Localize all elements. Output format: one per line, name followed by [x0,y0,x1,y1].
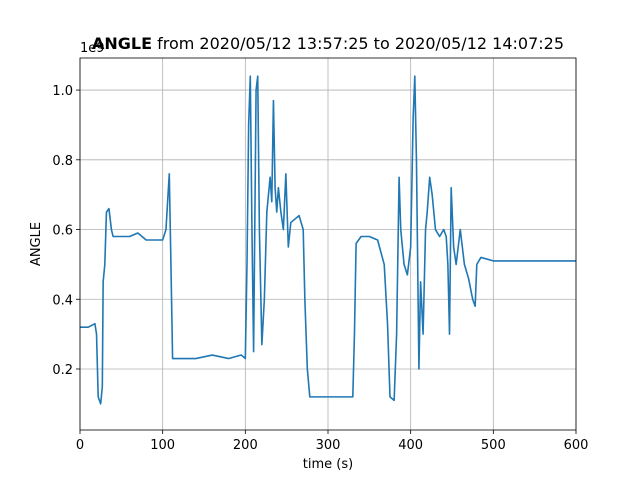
x-tick-label: 0 [76,438,84,453]
data-line [80,75,576,405]
y-axis-label: ANGLE [29,222,44,266]
y-tick-label: 0.8 [52,154,73,169]
y-tick-label: 1.0 [52,84,73,99]
x-tick-label: 100 [150,438,175,453]
y-tick-label: 0.2 [52,363,73,378]
axes-frame [79,57,577,431]
title-bold: ANGLE [92,34,152,53]
x-tick-label: 200 [233,438,258,453]
x-tick-label: 600 [564,438,589,453]
x-tick-label: 400 [398,438,423,453]
title-rest: from 2020/05/12 13:57:25 to 2020/05/12 1… [157,34,564,53]
x-axis-label: time (s) [303,457,353,472]
x-tick-label: 300 [316,438,341,453]
y-tick-label: 0.6 [52,224,73,239]
y-tick-label: 0.4 [52,293,73,308]
x-tick-label: 500 [481,438,506,453]
chart-title: ANGLE from 2020/05/12 13:57:25 to 2020/0… [92,34,564,53]
offset-label: 1e9 [80,41,105,56]
